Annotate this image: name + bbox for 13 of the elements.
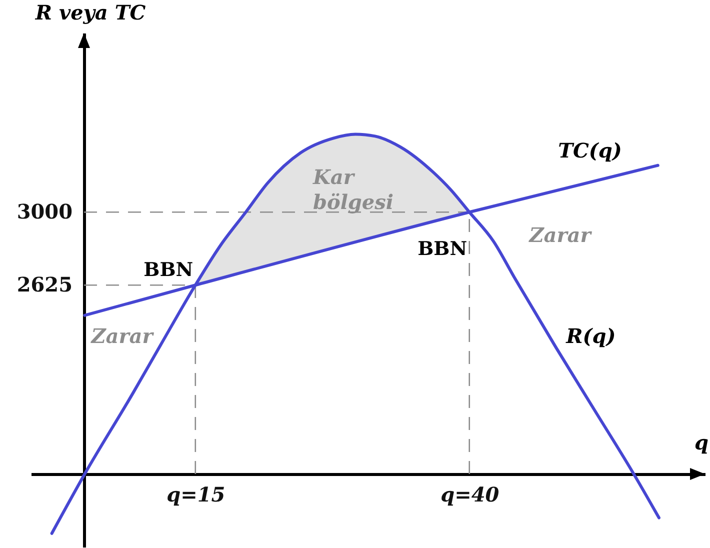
annotation: Zarar (528, 223, 592, 247)
y-axis-title: R veya TC (34, 0, 146, 24)
y-tick-label: 3000 (16, 200, 72, 224)
y-tick-label: 2625 (16, 272, 72, 297)
annotation: BBN (418, 238, 468, 260)
x-tick-label: q=40 (440, 482, 500, 506)
x-tick-label: q=15 (166, 482, 226, 506)
annotation: Zarar (90, 324, 154, 348)
x-axis-title: q (694, 430, 709, 454)
annotation: BBN (144, 259, 194, 282)
annotation: Kar bölgesi (312, 165, 394, 214)
series-label: R(q) (565, 324, 616, 348)
series-label: TC(q) (558, 138, 622, 163)
